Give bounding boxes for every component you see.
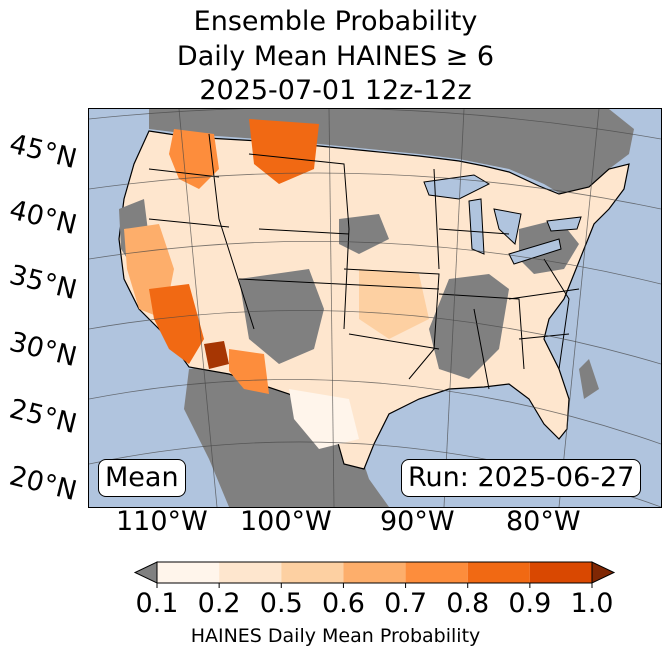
colorbar-label: HAINES Daily Mean Probability [190, 625, 481, 647]
lon-label-110: 110°W [116, 506, 208, 537]
colorbar-tick-label: 0.6 [321, 588, 365, 619]
title-line-3: 2025-07-01 12z-12z [199, 75, 472, 106]
colorbar-tick-label: 1.0 [570, 588, 614, 619]
lon-label-90: 90°W [380, 506, 455, 537]
colorbar-tick-label: 0.7 [384, 588, 428, 619]
colorbar-under-extension [133, 561, 158, 584]
mean-label: Mean [98, 459, 186, 497]
colorbar-bin-4 [405, 562, 468, 583]
colorbar-tick-label: 0.5 [259, 588, 303, 619]
title-line-2: Daily Mean HAINES ≥ 6 [176, 41, 495, 72]
title-line-1: Ensemble Probability [193, 6, 478, 37]
lon-label-80: 80°W [506, 506, 581, 537]
colorbar-bin-0 [157, 562, 220, 583]
map-svg [89, 109, 661, 507]
mexico-land [184, 364, 389, 507]
state-boundaries [148, 133, 580, 390]
colorbar-tick-label: 0.2 [197, 588, 241, 619]
colorbar-bin-6 [529, 562, 592, 583]
colorbar-bin-5 [467, 562, 530, 583]
probability-areas [124, 119, 429, 449]
colorbar-tick-label: 0.1 [135, 588, 179, 619]
colorbar-over-extension [591, 561, 616, 584]
colorbar [133, 561, 616, 588]
colorbar-bin-3 [343, 562, 406, 583]
colorbar-tick-label: 0.9 [508, 588, 552, 619]
lon-label-100: 100°W [240, 506, 332, 537]
colorbar-bin-2 [281, 562, 344, 583]
great-lakes [423, 174, 582, 265]
run-date-label: Run: 2025-06-27 [401, 459, 642, 497]
colorbar-bin-1 [219, 562, 282, 583]
map-panel [88, 108, 662, 508]
colorbar-tick-label: 0.8 [446, 588, 490, 619]
colorbar-frame [156, 561, 593, 584]
